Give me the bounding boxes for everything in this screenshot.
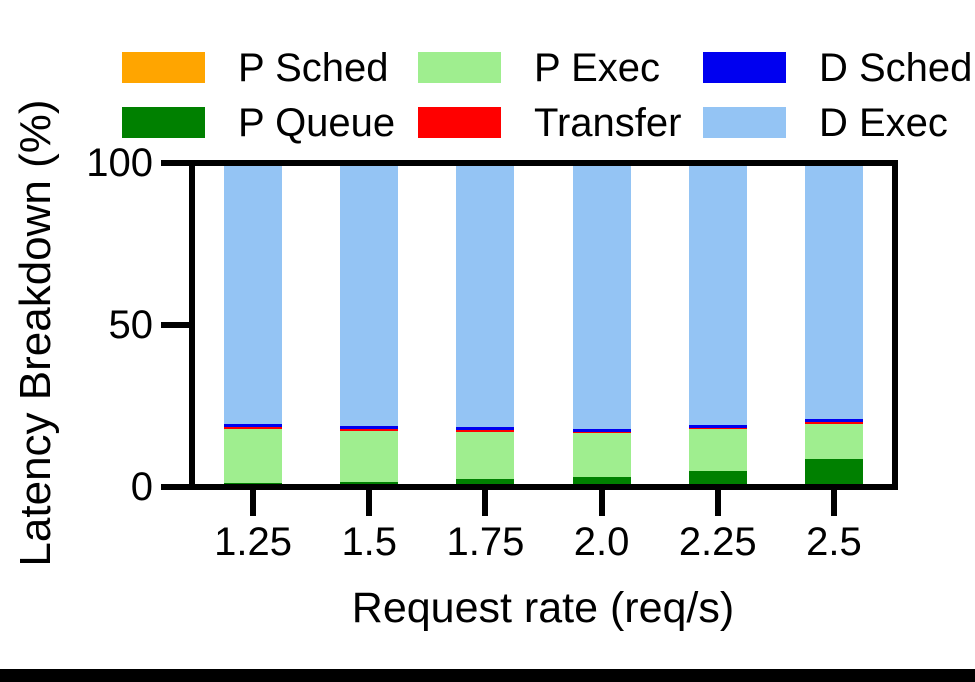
bar-segment-p-exec [456,431,515,479]
x-tick-mark [366,488,373,516]
bar-segment-p-queue [224,483,283,484]
legend-label: D Sched [819,45,973,90]
bar-2.5 [804,166,863,484]
bar-segment-d-sched [224,424,283,428]
bar-segment-d-exec [340,166,399,427]
x-tick-mark [830,488,837,516]
x-tick-label: 2.0 [573,520,630,564]
x-tick-mark [482,488,489,516]
bar-segment-d-exec [224,166,283,425]
legend-swatch-icon [418,52,501,83]
bar-segment-d-exec [572,166,631,430]
x-tick-mark [598,488,605,516]
bar-segment-transfer [688,427,747,429]
legend-label: D Exec [819,100,948,145]
bar-segment-p-exec [572,433,631,477]
y-tick-mark [161,483,189,490]
y-tick-mark [161,160,189,166]
x-tick-label: 2.5 [806,520,862,564]
y-tick-label: 0 [130,464,153,509]
bar-segment-transfer [804,422,863,424]
bar-segment-p-queue [340,481,399,484]
bar-segment-p-exec [804,423,863,459]
bar-segment-p-queue [456,478,515,484]
legend-item-d-exec: D Exec [703,103,948,143]
bar-segment-p-exec [224,429,283,484]
y-tick-label: 50 [108,302,154,347]
x-tick-label: 2.25 [678,520,757,564]
plot-area [189,160,898,490]
bar-segment-p-exec [688,428,747,471]
bar-segment-p-queue [688,470,747,484]
legend-label: Transfer [534,100,682,145]
x-tick-label: 1.25 [214,520,292,564]
legend-swatch-icon [703,107,786,138]
x-tick-mark [250,488,257,516]
legend-item-p-queue: P Queue [122,103,395,143]
bar-segment-d-sched [456,427,515,430]
bar-1.75 [456,166,515,484]
bar-segment-d-exec [456,166,515,428]
legend-swatch-icon [122,107,205,138]
bar-segment-transfer [340,429,399,431]
legend-swatch-icon [703,52,786,83]
bar-segment-d-exec [688,166,747,425]
legend-swatch-icon [122,52,205,83]
bar-1.5 [340,166,399,484]
legend-item-d-sched: D Sched [703,48,972,88]
bottom-black-bar [0,669,975,682]
bar-2.0 [572,166,631,484]
legend-item-p-exec: P Exec [418,48,660,88]
x-tick-label: 1.5 [341,520,398,564]
y-tick-label: 100 [86,141,153,185]
x-axis-title: Request rate (req/s) [351,584,735,632]
legend-item-transfer: Transfer [418,103,681,143]
bar-segment-p-queue [572,476,631,484]
bar-segment-p-exec [340,430,399,482]
legend-item-p-sched: P Sched [122,48,389,88]
bar-segment-d-exec [804,166,863,420]
bar-segment-d-sched [804,419,863,423]
bar-1.25 [224,166,283,484]
bar-group [195,166,892,484]
bar-segment-transfer [456,429,515,432]
x-tick-label: 1.75 [446,520,525,564]
legend-label: P Queue [238,100,396,145]
bar-segment-d-sched [688,424,747,428]
legend-label: P Exec [534,45,660,90]
bar-2.25 [688,166,747,484]
y-tick-mark [161,321,189,328]
legend-swatch-icon [418,107,501,138]
x-tick-mark [714,488,721,516]
bar-segment-transfer [572,431,631,434]
bar-segment-p-queue [804,458,863,484]
bar-segment-d-sched [572,429,631,432]
legend-label: P Sched [238,45,389,90]
bar-segment-transfer [224,427,283,429]
bar-segment-d-sched [340,426,399,430]
